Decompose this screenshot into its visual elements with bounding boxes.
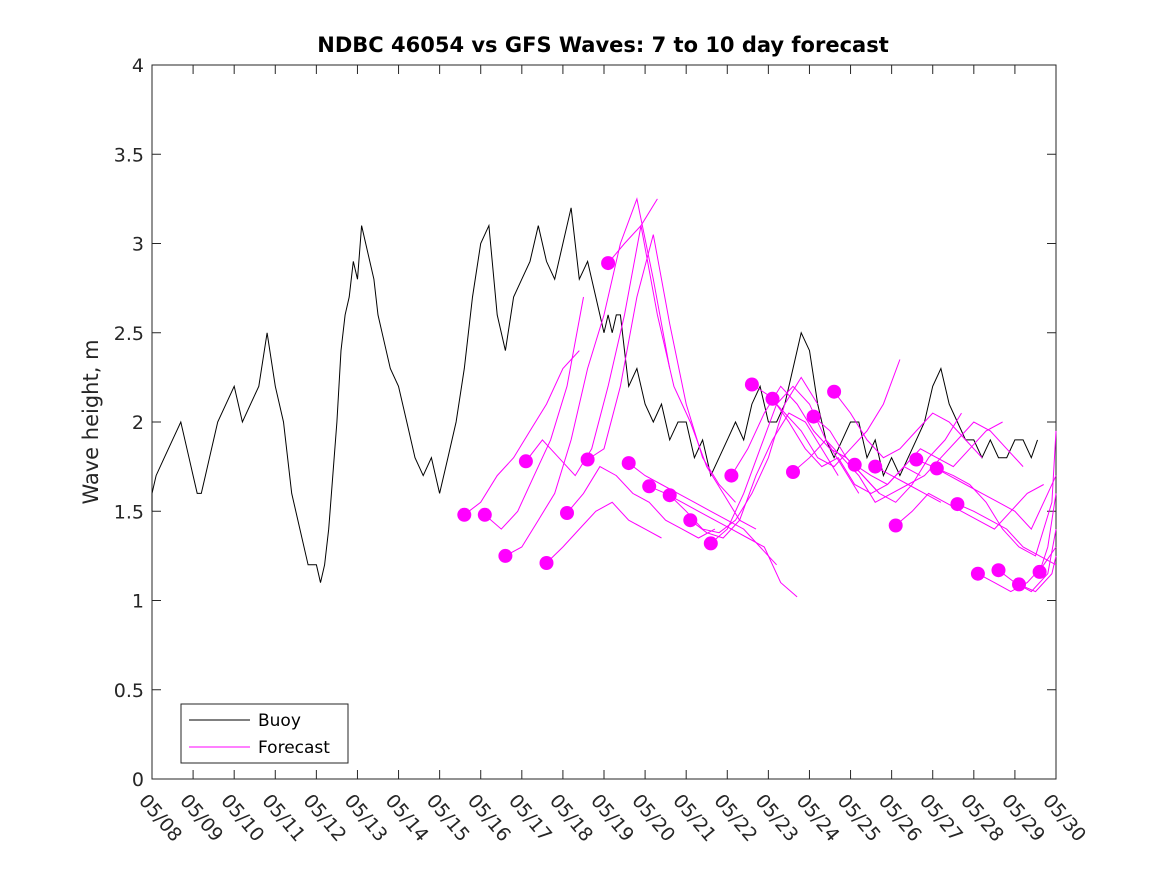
forecast-start-point [786,465,800,479]
forecast-line [628,462,777,566]
forecast-start-point [539,556,554,570]
y-axis-label: Wave height, m [79,339,103,504]
forecast-start-point [765,391,780,406]
forecast-start-point [580,452,595,467]
legend-forecast-label: Forecast [258,738,330,758]
legend: Buoy Forecast [180,703,349,764]
forecast-start-point [703,536,718,551]
forecast-line [792,439,942,503]
forecast-start-point [929,461,944,476]
forecast-line [874,421,1024,486]
y-tick-label: 2 [132,412,144,434]
forecast-start-point [1032,564,1047,579]
forecast-start-point [827,384,842,399]
forecast-start-point [477,507,492,522]
forecast-line [689,412,839,539]
forecast-line [1039,493,1057,573]
legend-buoy-label: Buoy [258,711,301,731]
forecast-start-point [621,456,636,471]
forecast-line [607,224,757,530]
forecast-start-point [724,468,739,483]
forecast-line [998,529,1057,593]
forecast-start-point [847,457,862,472]
forecast-line [505,197,671,557]
forecast-line [587,234,736,503]
forecast-start-point [498,548,513,563]
forecast-start-point [683,513,698,528]
y-tick-label: 3 [132,234,144,256]
forecast-start-point [1012,577,1026,592]
forecast-line [833,391,983,459]
series-layer [151,197,1057,598]
forecast-line [1018,555,1057,593]
forecast-line [936,430,1057,557]
plot-area [151,64,1057,780]
forecast-line [854,421,1003,486]
forecast-line [813,412,962,503]
y-tick-label: 1.5 [114,501,144,523]
forecast-line [484,296,584,530]
forecast-start-point [601,256,616,271]
forecast-line [710,385,860,544]
y-tick-label: 2.5 [114,323,144,345]
forecast-start-point [888,518,903,533]
forecast-line [546,501,662,564]
chart-title: NDBC 46054 vs GFS Waves: 7 to 10 day for… [317,33,888,57]
y-tick-label: 3.5 [114,144,144,166]
forecast-start-point [868,459,883,474]
y-tick-label: 4 [132,55,144,77]
forecast-start-point [744,377,759,392]
y-tick-label: 0 [132,769,144,791]
axis-ticks [151,64,1057,780]
forecast-line [525,198,658,477]
forecast-start-point [950,497,965,512]
forecast-start-point [991,563,1006,578]
forecast-start-point [560,506,574,520]
forecast-start-point [642,479,657,494]
forecast-start-point [662,488,677,503]
buoy-line [151,207,1038,583]
forecast-start-point [970,566,985,581]
forecast-start-point [909,452,924,467]
forecast-line [957,503,1057,566]
forecast-line [895,484,1044,530]
y-tick-label: 0.5 [114,680,144,702]
forecast-line [566,465,716,539]
forecast-start-point [806,409,821,424]
y-tick-label: 1 [132,591,144,613]
forecast-line [463,350,580,516]
forecast-start-point [457,507,472,522]
forecast-start-point [518,454,533,469]
